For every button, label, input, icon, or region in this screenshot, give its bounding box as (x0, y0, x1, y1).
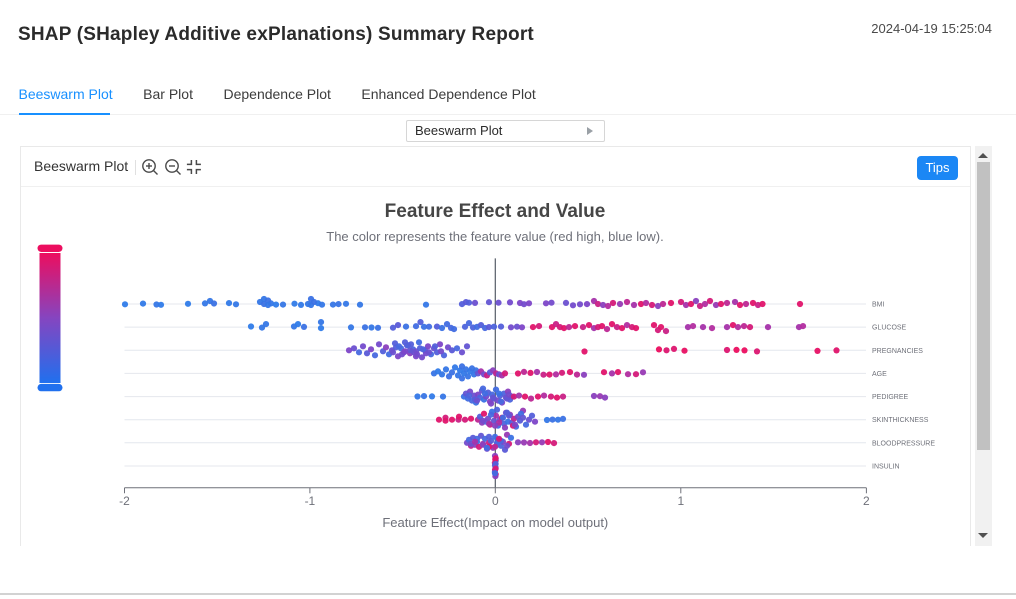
svg-text:Feature Effect(Impact on model: Feature Effect(Impact on model output) (382, 515, 608, 530)
svg-text:-1: -1 (305, 494, 316, 508)
svg-text:BMI: BMI (872, 302, 885, 309)
svg-text:Feature Effect and Value: Feature Effect and Value (385, 201, 606, 222)
svg-text:PREGNANCIES: PREGNANCIES (872, 348, 923, 355)
svg-text:GLUCOSE: GLUCOSE (872, 325, 907, 332)
svg-text:BLOODPRESSURE: BLOODPRESSURE (872, 440, 935, 447)
svg-text:SKINTHICKNESS: SKINTHICKNESS (872, 417, 929, 424)
svg-text:0: 0 (492, 494, 499, 508)
svg-text:PEDIGREE: PEDIGREE (872, 394, 909, 401)
svg-text:-2: -2 (119, 494, 130, 508)
svg-text:1: 1 (677, 494, 684, 508)
svg-text:The color represents the featu: The color represents the feature value (… (326, 229, 663, 244)
svg-text:AGE: AGE (872, 371, 887, 378)
svg-text:2: 2 (863, 494, 870, 508)
svg-text:INSULIN: INSULIN (872, 464, 900, 471)
